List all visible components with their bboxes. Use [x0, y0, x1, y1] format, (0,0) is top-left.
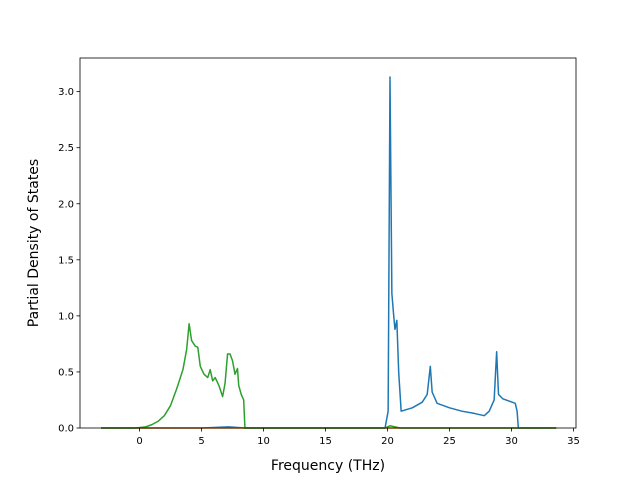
x-tick-label: 5	[198, 436, 204, 447]
x-tick-label: 0	[136, 436, 142, 447]
series-line-1	[101, 76, 557, 429]
x-tick-label: 15	[319, 436, 332, 447]
y-axis: 0.0 0.5 1.0 1.5 2.0 2.5 3.0	[58, 87, 80, 435]
series-line-3	[101, 322, 557, 429]
x-tick-label: 25	[443, 436, 456, 447]
y-tick-label: 3.0	[58, 87, 74, 98]
x-axis: 0 5 10 15 20 25 30 35	[136, 428, 580, 447]
x-axis-title: Frequency (THz)	[271, 458, 385, 474]
y-tick-label: 2.5	[58, 143, 74, 154]
axes-frame	[79, 57, 577, 429]
y-axis-title: Partial Density of States	[26, 159, 42, 327]
y-tick-label: 0.5	[58, 367, 74, 378]
y-tick-label: 1.0	[58, 311, 74, 322]
x-tick-label: 20	[381, 436, 394, 447]
y-tick-label: 2.0	[58, 199, 74, 210]
x-tick-label: 30	[505, 436, 518, 447]
x-tick-label: 35	[567, 436, 580, 447]
y-tick-label: 0.0	[58, 424, 74, 435]
y-tick-label: 1.5	[58, 255, 74, 266]
x-tick-label: 10	[257, 436, 270, 447]
